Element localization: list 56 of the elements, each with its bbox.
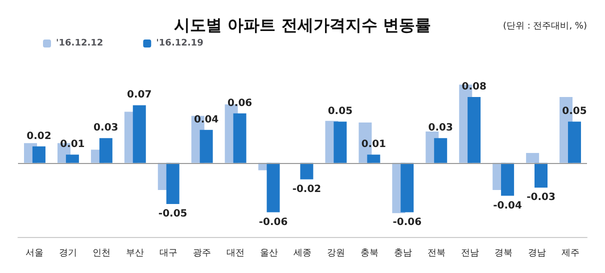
x-tick-label: 경북 (494, 248, 512, 258)
legend-label: '16.12.12 (56, 38, 104, 48)
data-label: 0.03 (94, 122, 118, 134)
x-tick-label: 전남 (460, 248, 479, 258)
x-tick-label: 대전 (226, 248, 245, 258)
data-label: -0.05 (158, 208, 188, 220)
x-tick-label: 경기 (59, 248, 78, 258)
chart-title: 시도별 아파트 전세가격지수 변동률 (174, 16, 431, 34)
bar (66, 154, 79, 163)
bar (166, 162, 180, 204)
x-tick-label: 광주 (193, 248, 212, 258)
x-tick-label: 부산 (126, 248, 144, 258)
x-tick-label: 인천 (92, 248, 111, 258)
data-label: -0.06 (258, 216, 288, 228)
bar (32, 146, 46, 163)
data-label: 0.02 (26, 130, 52, 142)
data-label: 0.05 (328, 106, 353, 118)
bar (132, 105, 146, 163)
data-label: 0.05 (562, 106, 587, 118)
data-label: 0.01 (361, 139, 386, 150)
x-tick-label: 대구 (160, 248, 178, 258)
bar (334, 122, 347, 163)
bar (526, 152, 540, 163)
x-tick-label: 충북 (360, 248, 378, 258)
bar (568, 122, 581, 163)
bar (400, 162, 414, 212)
data-label: 0.04 (194, 114, 219, 126)
x-tick-label: 전북 (427, 248, 446, 258)
text: (단위 : 전주대비, %) (502, 22, 588, 32)
bar (300, 162, 314, 180)
x-tick-label: 강원 (326, 248, 345, 258)
bar (367, 154, 380, 163)
data-label: -0.06 (392, 216, 422, 228)
bar (534, 162, 548, 188)
bar (501, 162, 514, 196)
x-tick-label: 경남 (528, 248, 546, 258)
bar (468, 96, 481, 163)
bar (233, 113, 246, 163)
x-tick-label: 서울 (26, 248, 44, 258)
x-tick-label: 충남 (394, 248, 412, 258)
x-tick-label: 제주 (561, 248, 580, 258)
x-tick-label: 울산 (260, 248, 278, 258)
data-label: -0.02 (292, 184, 322, 195)
data-label: 0.03 (428, 122, 453, 134)
data-label: -0.04 (493, 200, 522, 212)
data-label: -0.03 (526, 192, 556, 204)
bar (266, 162, 280, 212)
data-label: 0.07 (127, 90, 152, 101)
data-label: 0.06 (227, 98, 252, 109)
bar (434, 138, 448, 163)
x-tick-label: 세종 (294, 248, 312, 258)
bar (200, 130, 213, 163)
data-label: 0.08 (462, 81, 486, 92)
data-label: 0.01 (60, 139, 85, 150)
bar (99, 138, 112, 163)
legend-label: '16.12.19 (156, 38, 204, 48)
